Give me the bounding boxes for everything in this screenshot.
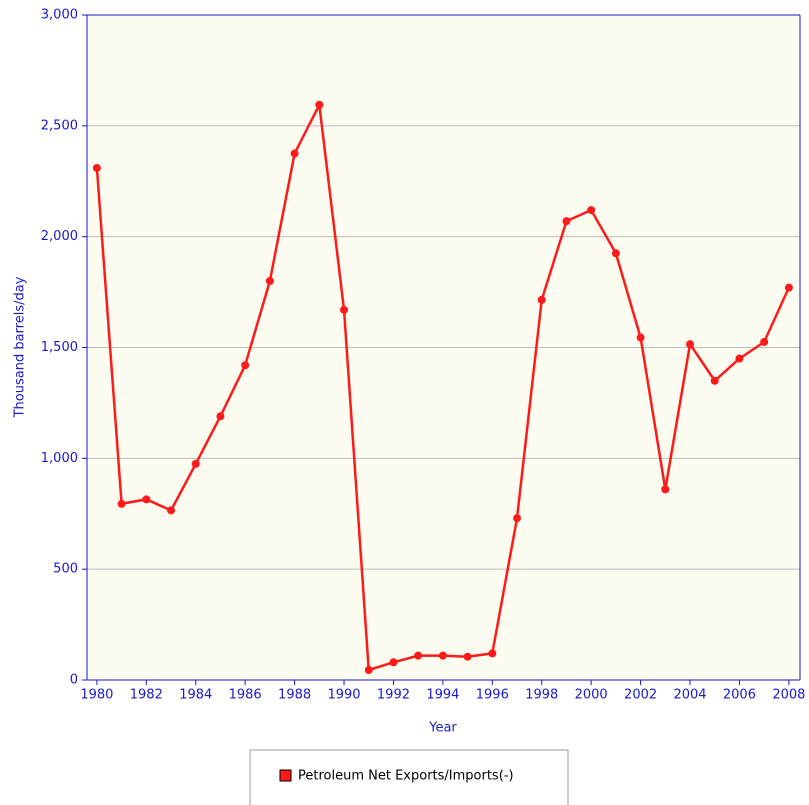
x-tick-label: 2008 [772, 688, 805, 703]
point [216, 412, 225, 421]
x-tick-label: 1984 [179, 688, 212, 703]
y-tick-label: 2,000 [41, 229, 78, 244]
point [414, 651, 423, 660]
y-tick-label: 1,500 [41, 340, 78, 355]
x-tick-label: 1990 [327, 688, 360, 703]
point [142, 495, 151, 504]
x-tick-label: 2000 [575, 688, 608, 703]
x-tick-label: 1992 [377, 688, 410, 703]
point [241, 361, 250, 370]
y-axis-label: Thousand barrels/day [13, 276, 28, 418]
point [463, 652, 472, 661]
legend-swatch [279, 769, 292, 782]
y-tick-label: 2,500 [41, 118, 78, 133]
y-tick-label: 500 [53, 562, 78, 577]
y-tick-label: 0 [70, 673, 78, 688]
point [686, 340, 695, 349]
point [265, 277, 274, 285]
point [340, 305, 349, 314]
point [710, 376, 719, 385]
point [92, 163, 101, 172]
point [611, 249, 620, 258]
x-tick-label: 1988 [278, 688, 311, 703]
x-tick-label: 2004 [673, 688, 706, 703]
point [661, 485, 670, 494]
point [760, 337, 769, 346]
point [537, 295, 546, 304]
x-tick-label: 1996 [476, 688, 509, 703]
point [191, 459, 200, 468]
x-tick-label: 2002 [624, 688, 657, 703]
x-tick-label: 1998 [525, 688, 558, 703]
point [438, 651, 447, 660]
y-tick-label: 3,000 [41, 8, 78, 23]
point [587, 206, 596, 215]
x-tick-label: 1982 [130, 688, 163, 703]
point [735, 354, 744, 363]
y-tick-label: 1,000 [41, 451, 78, 466]
point [488, 649, 497, 658]
x-tick-label: 2006 [723, 688, 756, 703]
x-tick-label: 1980 [80, 688, 113, 703]
legend-box [249, 749, 569, 805]
legend-text: Petroleum Net Exports/Imports(-) [298, 769, 514, 784]
point [364, 666, 373, 675]
point [167, 506, 176, 515]
point [315, 100, 324, 109]
x-tick-label: 1986 [229, 688, 262, 703]
point [513, 514, 522, 523]
point [117, 499, 126, 508]
point [636, 333, 645, 342]
point [389, 658, 398, 667]
x-axis-label: Year [428, 721, 457, 736]
point [784, 283, 793, 292]
point [562, 217, 571, 226]
point [290, 149, 299, 158]
x-tick-label: 1994 [426, 688, 459, 703]
